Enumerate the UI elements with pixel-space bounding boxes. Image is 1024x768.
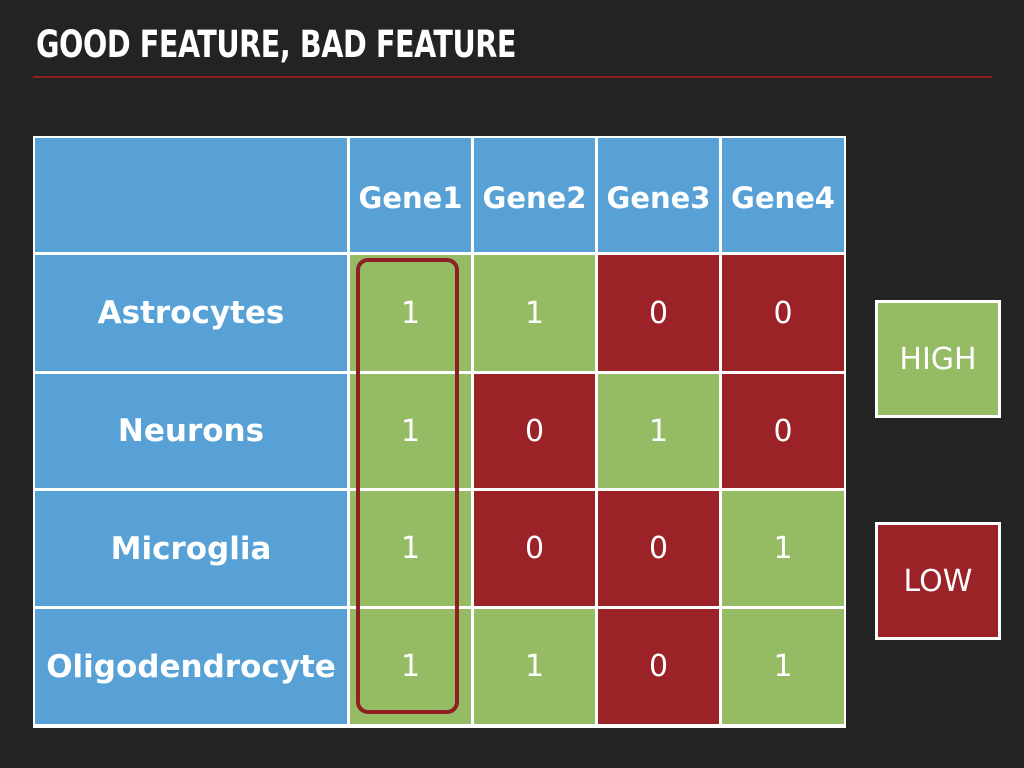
title-divider <box>33 76 992 78</box>
column-header-gene2: Gene2 <box>474 138 595 252</box>
row-header-astrocytes: Astrocytes <box>35 255 347 371</box>
row-header-oligodendrocyte: Oligodendrocyte <box>35 609 347 724</box>
table-cell: 1 <box>722 491 844 606</box>
column-header-gene1: Gene1 <box>350 138 471 252</box>
table-cell: 1 <box>350 491 471 606</box>
table-cell: 1 <box>350 255 471 371</box>
table-cell: 1 <box>350 374 471 488</box>
legend-high: HIGH <box>875 300 1001 418</box>
column-header-gene4: Gene4 <box>722 138 844 252</box>
slide-title: GOOD FEATURE, BAD FEATURE <box>36 23 517 66</box>
table-cell: 1 <box>474 609 595 724</box>
table-cell: 0 <box>722 374 844 488</box>
table-cell: 0 <box>722 255 844 371</box>
table-cell: 0 <box>474 491 595 606</box>
table-cell: 1 <box>474 255 595 371</box>
table-cell: 0 <box>598 609 719 724</box>
table-cell: 1 <box>598 374 719 488</box>
table-cell: 0 <box>474 374 595 488</box>
table-corner-cell <box>35 138 347 252</box>
column-header-gene3: Gene3 <box>598 138 719 252</box>
row-header-microglia: Microglia <box>35 491 347 606</box>
gene-expression-table: Gene1 Gene2 Gene3 Gene4 Astrocytes 1 1 0… <box>33 136 846 728</box>
table-cell: 0 <box>598 491 719 606</box>
row-header-neurons: Neurons <box>35 374 347 488</box>
legend-low: LOW <box>875 522 1001 640</box>
table-cell: 1 <box>350 609 471 724</box>
table-cell: 0 <box>598 255 719 371</box>
table-cell: 1 <box>722 609 844 724</box>
